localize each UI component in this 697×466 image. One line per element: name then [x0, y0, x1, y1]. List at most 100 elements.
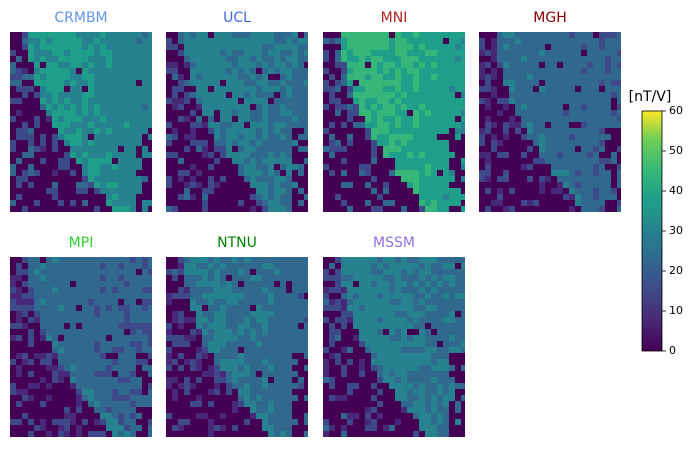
colorbar — [641, 110, 663, 352]
image-pixel — [431, 329, 437, 335]
image-pixel — [22, 383, 28, 389]
image-pixel — [88, 80, 94, 86]
image-pixel — [533, 194, 539, 200]
image-pixel — [521, 56, 527, 62]
image-pixel — [365, 176, 371, 182]
image-pixel — [292, 86, 298, 92]
image-pixel — [521, 44, 527, 50]
image-pixel — [190, 194, 196, 200]
image-pixel — [455, 341, 461, 347]
image-pixel — [413, 104, 419, 110]
image-pixel — [226, 32, 232, 38]
image-pixel — [359, 293, 365, 299]
image-pixel — [533, 206, 539, 212]
image-pixel — [335, 188, 341, 194]
image-pixel — [395, 419, 401, 425]
image-pixel — [329, 98, 335, 104]
panel-title: CRMBM — [54, 10, 107, 26]
image-pixel — [347, 206, 353, 212]
image-pixel — [575, 92, 581, 98]
image-pixel — [100, 407, 106, 413]
image-pixel — [70, 164, 76, 170]
image-pixel — [40, 50, 46, 56]
image-pixel — [208, 413, 214, 419]
image-pixel — [298, 431, 304, 437]
image-pixel — [46, 116, 52, 122]
image-pixel — [130, 305, 136, 311]
image-pixel — [485, 50, 491, 56]
image-pixel — [587, 50, 593, 56]
image-pixel — [347, 182, 353, 188]
image-pixel — [371, 170, 377, 176]
image-pixel — [82, 347, 88, 353]
image-pixel — [359, 188, 365, 194]
image-pixel — [16, 299, 22, 305]
image-pixel — [605, 116, 611, 122]
image-pixel — [485, 122, 491, 128]
image-pixel — [497, 68, 503, 74]
image-pixel — [437, 263, 443, 269]
image-pixel — [527, 164, 533, 170]
image-pixel — [359, 50, 365, 56]
image-pixel — [28, 305, 34, 311]
image-pixel — [292, 305, 298, 311]
image-pixel — [268, 116, 274, 122]
image-pixel — [611, 122, 617, 128]
image-pixel — [395, 281, 401, 287]
image-pixel — [292, 383, 298, 389]
image-pixel — [425, 311, 431, 317]
image-pixel — [166, 164, 172, 170]
image-pixel — [533, 86, 539, 92]
image-pixel — [449, 38, 455, 44]
image-pixel — [292, 395, 298, 401]
image-pixel — [599, 32, 605, 38]
image-pixel — [377, 104, 383, 110]
image-pixel — [365, 419, 371, 425]
image-pixel — [485, 98, 491, 104]
image-pixel — [94, 419, 100, 425]
image-pixel — [76, 86, 82, 92]
image-pixel — [28, 122, 34, 128]
image-pixel — [268, 353, 274, 359]
image-pixel — [46, 431, 52, 437]
image-pixel — [202, 341, 208, 347]
image-pixel — [130, 329, 136, 335]
image-pixel — [437, 170, 443, 176]
image-pixel — [455, 74, 461, 80]
image-pixel — [359, 347, 365, 353]
image-pixel — [491, 116, 497, 122]
image-pixel — [112, 377, 118, 383]
image-pixel — [304, 92, 308, 98]
image-pixel — [365, 104, 371, 110]
image-pixel — [16, 50, 22, 56]
image-pixel — [407, 56, 413, 62]
image-pixel — [401, 80, 407, 86]
image-pixel — [166, 206, 172, 212]
image-pixel — [58, 146, 64, 152]
image-pixel — [353, 263, 359, 269]
image-pixel — [244, 317, 250, 323]
image-pixel — [244, 263, 250, 269]
image-pixel — [34, 116, 40, 122]
image-pixel — [425, 257, 431, 263]
image-pixel — [503, 194, 509, 200]
image-pixel — [335, 371, 341, 377]
image-pixel — [280, 335, 286, 341]
image-pixel — [280, 395, 286, 401]
image-pixel — [533, 158, 539, 164]
image-pixel — [148, 317, 152, 323]
image-pixel — [407, 152, 413, 158]
image-pixel — [455, 269, 461, 275]
image-pixel — [262, 92, 268, 98]
image-pixel — [34, 305, 40, 311]
image-pixel — [431, 407, 437, 413]
image-pixel — [581, 32, 587, 38]
image-pixel — [485, 56, 491, 62]
image-pixel — [347, 146, 353, 152]
image-pixel — [497, 146, 503, 152]
image-pixel — [359, 377, 365, 383]
image-pixel — [274, 200, 280, 206]
image-pixel — [587, 32, 593, 38]
image-pixel — [232, 425, 238, 431]
image-pixel — [341, 383, 347, 389]
